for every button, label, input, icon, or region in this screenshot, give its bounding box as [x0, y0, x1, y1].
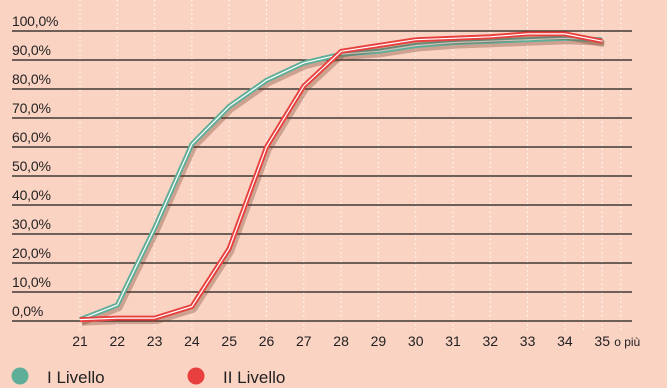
y-tick-label: 90,0% [12, 42, 51, 58]
legend-marker [11, 367, 29, 385]
legend: I Livello II Livello [11, 367, 285, 387]
x-tick-label: 33 [520, 333, 536, 349]
x-tick-label: 31 [445, 333, 461, 349]
legend-marker [187, 367, 205, 385]
x-tick-label: 21 [72, 333, 88, 349]
x-tick-label: 22 [110, 333, 126, 349]
y-tick-label: 60,0% [12, 129, 51, 145]
x-tick-label: 23 [147, 333, 163, 349]
y-tick-label: 20,0% [12, 245, 51, 261]
x-tick-label: 35 [594, 333, 610, 349]
y-tick-label: 40,0% [12, 187, 51, 203]
series-shadow [81, 33, 605, 326]
legend-label: II Livello [223, 368, 285, 387]
x-tick-label: 30 [408, 333, 424, 349]
x-tick-label: 28 [333, 333, 349, 349]
y-tick-label: 50,0% [12, 158, 51, 174]
x-tick-label: 27 [296, 333, 312, 349]
x-tick-label: 25 [221, 333, 237, 349]
y-tick-label: 80,0% [12, 71, 51, 87]
y-tick-label: 30,0% [12, 216, 51, 232]
series-shadow [80, 38, 605, 326]
y-tick-label: 70,0% [12, 100, 51, 116]
y-tick-label: 10,0% [12, 274, 51, 290]
y-axis-ticks: 0,0% 10,0% 20,0% 30,0% 40,0% 50,0% 60,0% 70,0% 8… [12, 13, 58, 319]
legend-label: I Livello [47, 368, 105, 387]
x-tick-suffix: o più [614, 335, 640, 349]
x-tick-label: 26 [259, 333, 275, 349]
x-tick-label: 24 [184, 333, 200, 349]
x-axis-ticks: 21 22 23 24 25 26 27 28 29 30 31 32 33 34 35 o più [72, 333, 640, 349]
x-tick-label: 34 [557, 333, 573, 349]
series-layer [79, 31, 605, 326]
x-tick-label: 29 [371, 333, 387, 349]
y-tick-label: 0,0% [12, 303, 43, 319]
x-tick-label: 32 [483, 333, 499, 349]
y-tick-label: 100,0% [12, 13, 58, 29]
